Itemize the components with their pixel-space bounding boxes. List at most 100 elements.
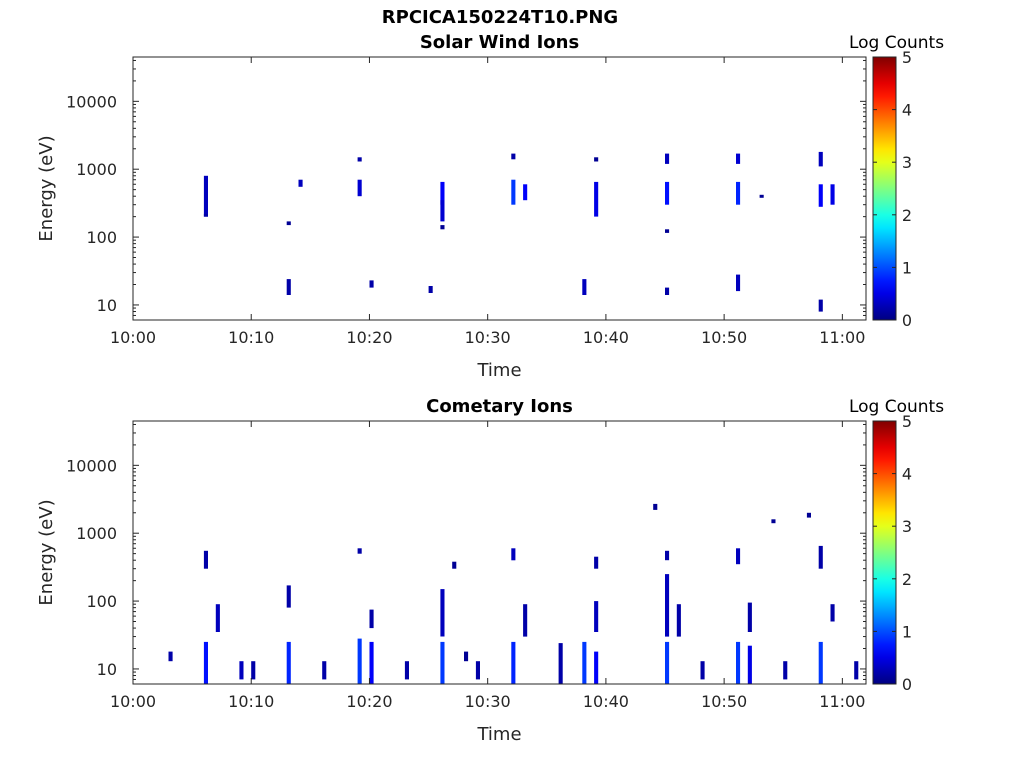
- colorbar-tick-label: 5: [902, 48, 912, 67]
- data-cell: [665, 550, 670, 561]
- data-cell: [665, 181, 670, 205]
- data-cell: [558, 643, 563, 684]
- data-cell: [357, 638, 362, 684]
- data-cell: [736, 548, 741, 565]
- x-tick-label: 10:20: [346, 328, 392, 347]
- data-cell: [594, 181, 599, 217]
- plot-frame: [132, 56, 867, 321]
- colorbar-tick-label: 4: [902, 101, 912, 120]
- data-cell: [203, 550, 208, 569]
- colorbar-tick-label: 3: [902, 153, 912, 172]
- colorbar-tick-label: 4: [902, 465, 912, 484]
- data-cell: [830, 604, 835, 622]
- panel-title: Cometary Ions: [426, 396, 573, 417]
- y-tick-label: 1000: [76, 160, 117, 179]
- x-tick-label: 10:40: [583, 692, 629, 711]
- data-cell: [286, 641, 291, 684]
- panel-title: Solar Wind Ions: [420, 32, 579, 53]
- data-cell: [357, 179, 362, 197]
- x-tick-label: 10:30: [465, 328, 511, 347]
- x-axis-label: Time: [476, 724, 521, 745]
- data-cell: [286, 221, 291, 226]
- data-cell: [818, 151, 823, 167]
- colorbar-tick-label: 3: [902, 517, 912, 536]
- data-cell: [440, 589, 445, 637]
- data-cell: [736, 181, 741, 205]
- data-cell: [286, 585, 291, 608]
- plot-frame: [132, 420, 867, 685]
- data-cell: [298, 179, 303, 187]
- data-cell: [440, 200, 445, 222]
- y-tick-label: 100: [86, 592, 117, 611]
- data-cell: [369, 280, 374, 288]
- data-cell: [854, 661, 859, 680]
- data-cell: [239, 661, 244, 680]
- data-cell: [594, 601, 599, 632]
- data-cell: [511, 641, 516, 684]
- colorbar-tick-label: 2: [902, 206, 912, 225]
- data-cell: [168, 651, 173, 662]
- data-cell: [203, 213, 208, 217]
- colorbar-tick-label: 0: [902, 675, 912, 694]
- data-cell: [818, 299, 823, 312]
- colorbar: [872, 56, 897, 321]
- data-cell: [736, 153, 741, 164]
- x-tick-label: 10:40: [583, 328, 629, 347]
- data-cell: [357, 157, 362, 162]
- data-cell: [369, 609, 374, 629]
- data-cell: [736, 641, 741, 684]
- y-axis-label: Energy (eV): [36, 499, 57, 605]
- x-tick-label: 10:00: [110, 692, 156, 711]
- panel-0: 10:00 10:10 10:20 10:30 10:40 10:50 11:0010100…: [36, 32, 944, 381]
- x-tick-label: 10:10: [228, 692, 274, 711]
- data-cell: [369, 641, 374, 684]
- data-cell: [322, 661, 327, 680]
- data-cell: [251, 661, 256, 680]
- data-cell: [286, 279, 291, 295]
- y-axis-label: Energy (eV): [36, 135, 57, 241]
- data-cell: [676, 604, 681, 637]
- data-cell: [511, 179, 516, 205]
- colorbar-label: Log Counts: [849, 33, 944, 53]
- data-cell: [475, 661, 480, 680]
- data-cell: [357, 548, 362, 554]
- data-cell: [594, 157, 599, 162]
- data-cell: [665, 641, 670, 684]
- data-cell: [594, 556, 599, 569]
- data-cell: [747, 602, 752, 632]
- data-cell: [523, 604, 528, 637]
- y-tick-label: 100: [86, 228, 117, 247]
- data-cell: [783, 661, 788, 680]
- data-cell: [523, 184, 528, 201]
- x-tick-label: 11:00: [819, 692, 865, 711]
- data-cell: [404, 661, 409, 680]
- x-tick-label: 10:50: [701, 328, 747, 347]
- data-cell: [440, 641, 445, 684]
- data-cell: [736, 274, 741, 292]
- data-cell: [818, 641, 823, 684]
- y-tick-label: 10: [97, 296, 117, 315]
- data-cell: [771, 519, 776, 524]
- y-tick-label: 10000: [66, 456, 117, 475]
- y-tick-label: 1000: [76, 524, 117, 543]
- x-tick-label: 10:00: [110, 328, 156, 347]
- data-cell: [665, 574, 670, 637]
- data-cell: [653, 503, 658, 510]
- data-cell: [759, 194, 764, 198]
- data-cell: [806, 512, 811, 518]
- x-axis-label: Time: [476, 360, 521, 381]
- x-tick-label: 10:50: [701, 692, 747, 711]
- figure-title: RPCICA150224T10.PNG: [381, 7, 619, 28]
- panel-1: 10:00 10:10 10:20 10:30 10:40 10:50 11:0010100…: [36, 396, 944, 745]
- data-cell: [818, 545, 823, 569]
- data-cell: [428, 286, 433, 293]
- data-cell: [452, 561, 457, 569]
- data-cell: [665, 153, 670, 164]
- x-tick-label: 10:10: [228, 328, 274, 347]
- data-cell: [665, 287, 670, 295]
- x-tick-label: 10:20: [346, 692, 392, 711]
- data-cell: [594, 651, 599, 684]
- data-cell: [464, 651, 469, 662]
- data-cell: [582, 641, 587, 684]
